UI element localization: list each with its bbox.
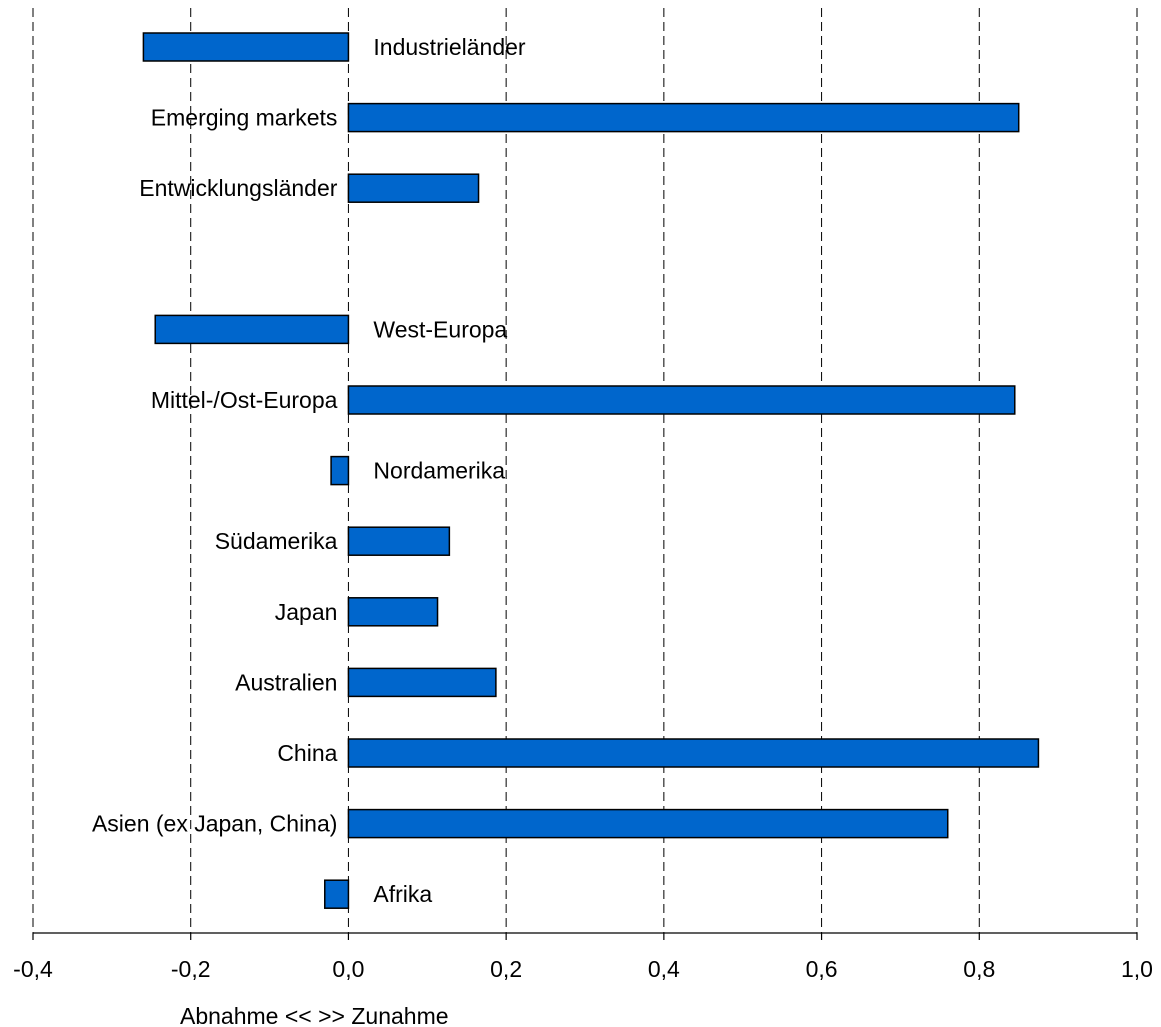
bar-layer <box>142 32 1040 909</box>
category-label: Afrika <box>373 881 432 907</box>
bar <box>347 667 497 698</box>
bar <box>347 808 949 839</box>
bar <box>347 597 439 627</box>
category-label: Mittel-/Ost-Europa <box>151 387 338 413</box>
x-tick-label: -0,2 <box>171 956 211 982</box>
bar <box>154 314 350 345</box>
grid-layer <box>32 8 1138 933</box>
category-label: Emerging markets <box>151 105 338 131</box>
category-label: Asien (ex Japan, China) <box>92 811 337 837</box>
category-label-layer: Industrieländer Emerging markets Entwicklu… <box>92 34 526 907</box>
category-label: China <box>277 740 337 766</box>
category-label: Nordamerika <box>373 458 505 484</box>
x-tick-label: 0,4 <box>648 956 680 982</box>
category-label: West-Europa <box>373 316 507 342</box>
category-label: Industrieländer <box>373 34 525 60</box>
x-tick-label: 0,6 <box>806 956 838 982</box>
bar <box>347 385 1016 415</box>
x-tick-label: 0,8 <box>963 956 995 982</box>
bar <box>330 455 350 486</box>
bar <box>347 102 1020 133</box>
bar <box>347 526 451 556</box>
x-tick-label: 1,0 <box>1121 956 1153 982</box>
bar <box>324 879 350 909</box>
bar <box>347 738 1040 768</box>
x-tick-label: 0,0 <box>332 956 364 982</box>
x-axis: -0,4 -0,2 0,0 0,2 0,4 0,6 0,8 1,0 <box>13 932 1153 982</box>
x-tick-label: -0,4 <box>13 956 53 982</box>
x-tick-label: 0,2 <box>490 956 522 982</box>
bar <box>347 173 480 203</box>
x-axis-title: Abnahme << >> Zunahme <box>180 1003 449 1027</box>
category-label: Entwicklungsländer <box>139 175 338 201</box>
category-label: Japan <box>275 599 338 625</box>
category-label: Südamerika <box>215 528 338 554</box>
category-label: Australien <box>235 669 337 695</box>
bar <box>142 32 350 62</box>
